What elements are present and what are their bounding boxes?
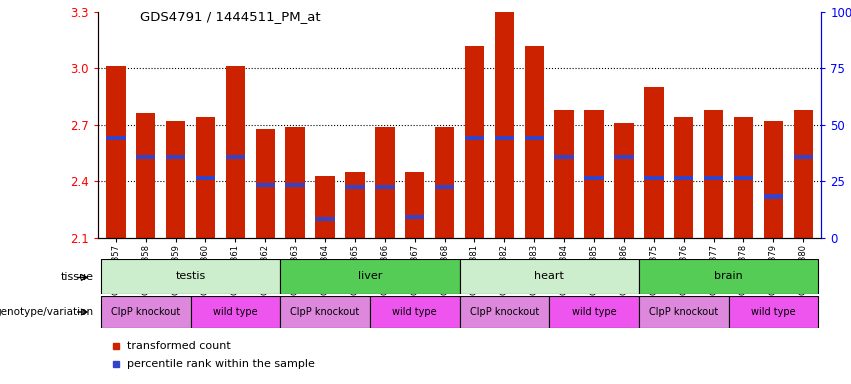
Bar xyxy=(524,136,544,140)
Text: tissue: tissue xyxy=(60,272,94,283)
Text: ClpP knockout: ClpP knockout xyxy=(111,307,180,317)
Bar xyxy=(614,155,634,159)
Bar xyxy=(196,117,215,238)
Bar xyxy=(405,215,425,219)
Bar xyxy=(316,217,334,221)
Bar xyxy=(644,175,664,180)
Bar xyxy=(674,117,694,238)
Bar xyxy=(285,127,305,238)
Bar xyxy=(549,296,639,328)
Text: ClpP knockout: ClpP knockout xyxy=(649,307,718,317)
Bar xyxy=(255,183,275,187)
Bar xyxy=(734,117,753,238)
Bar xyxy=(460,296,549,328)
Text: transformed count: transformed count xyxy=(127,341,231,351)
Bar xyxy=(639,259,818,294)
Bar xyxy=(226,155,245,159)
Bar xyxy=(106,136,125,140)
Bar xyxy=(794,155,813,159)
Bar xyxy=(763,194,783,199)
Bar xyxy=(465,46,484,238)
Bar xyxy=(166,155,186,159)
Text: wild type: wild type xyxy=(572,307,616,317)
Text: wild type: wild type xyxy=(213,307,258,317)
Text: ClpP knockout: ClpP knockout xyxy=(290,307,360,317)
Bar xyxy=(346,185,364,189)
Bar xyxy=(316,176,334,238)
Bar xyxy=(346,172,364,238)
Text: ClpP knockout: ClpP knockout xyxy=(470,307,539,317)
Text: wild type: wild type xyxy=(751,307,796,317)
Text: percentile rank within the sample: percentile rank within the sample xyxy=(127,359,315,369)
Bar xyxy=(106,66,125,238)
Bar xyxy=(375,127,395,238)
Bar xyxy=(255,129,275,238)
Bar xyxy=(585,175,603,180)
Text: wild type: wild type xyxy=(392,307,437,317)
Bar xyxy=(644,87,664,238)
Bar xyxy=(191,296,280,328)
Bar xyxy=(375,185,395,189)
Bar xyxy=(524,46,544,238)
Bar xyxy=(704,175,723,180)
Bar xyxy=(435,127,454,238)
Bar xyxy=(555,110,574,238)
Text: heart: heart xyxy=(534,271,564,281)
Bar xyxy=(794,110,813,238)
Bar xyxy=(728,296,818,328)
Bar xyxy=(196,175,215,180)
Bar xyxy=(460,259,639,294)
Bar xyxy=(585,110,603,238)
Bar xyxy=(465,136,484,140)
Bar xyxy=(226,66,245,238)
Bar xyxy=(280,259,460,294)
Bar xyxy=(555,155,574,159)
Bar xyxy=(405,172,425,238)
Bar xyxy=(494,136,514,140)
Bar xyxy=(370,296,460,328)
Bar xyxy=(614,123,634,238)
Bar xyxy=(136,155,156,159)
Bar xyxy=(285,183,305,187)
Bar xyxy=(704,110,723,238)
Bar xyxy=(639,296,728,328)
Bar xyxy=(101,296,191,328)
Bar xyxy=(734,175,753,180)
Text: brain: brain xyxy=(714,271,743,281)
Bar xyxy=(280,296,370,328)
Bar xyxy=(494,12,514,238)
Bar xyxy=(136,114,156,238)
Text: testis: testis xyxy=(175,271,206,281)
Text: GDS4791 / 1444511_PM_at: GDS4791 / 1444511_PM_at xyxy=(140,10,321,23)
Bar xyxy=(101,259,280,294)
Bar xyxy=(674,175,694,180)
Text: liver: liver xyxy=(357,271,382,281)
Bar xyxy=(166,121,186,238)
Bar xyxy=(435,185,454,189)
Bar xyxy=(763,121,783,238)
Text: genotype/variation: genotype/variation xyxy=(0,307,94,317)
